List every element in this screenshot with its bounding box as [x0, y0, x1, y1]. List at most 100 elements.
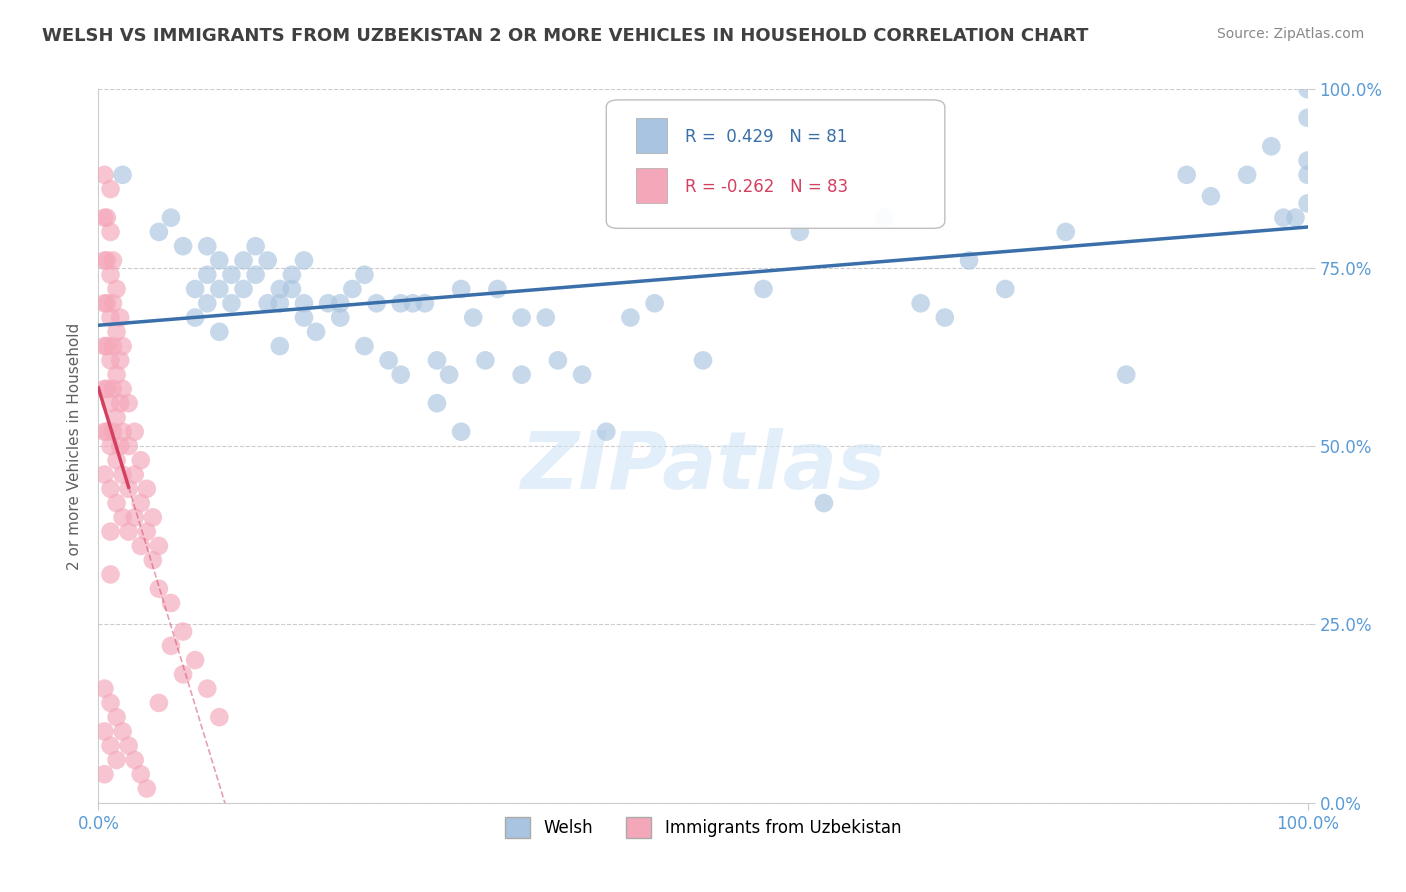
Point: [118, 482, 141, 496]
Point: [100, 739, 122, 753]
Point: [245, 268, 267, 282]
Point: [108, 353, 131, 368]
Point: [426, 396, 449, 410]
Point: [96, 382, 118, 396]
Point: [910, 296, 932, 310]
FancyBboxPatch shape: [606, 100, 945, 228]
Point: [353, 339, 375, 353]
Point: [413, 296, 436, 310]
Point: [160, 639, 183, 653]
Point: [124, 425, 146, 439]
Point: [93, 467, 115, 482]
Point: [93, 767, 115, 781]
Point: [111, 510, 134, 524]
Point: [281, 268, 304, 282]
Point: [100, 182, 122, 196]
Point: [450, 425, 472, 439]
Point: [100, 696, 122, 710]
Point: [232, 253, 254, 268]
Point: [1272, 211, 1295, 225]
Point: [184, 310, 207, 325]
Point: [329, 310, 352, 325]
Point: [111, 425, 134, 439]
Point: [172, 239, 194, 253]
Bar: [637, 118, 666, 153]
Point: [1296, 168, 1319, 182]
Point: [221, 268, 243, 282]
Point: [100, 482, 122, 496]
Point: [510, 310, 533, 325]
Point: [256, 296, 278, 310]
Text: R =  0.429   N = 81: R = 0.429 N = 81: [685, 128, 848, 146]
Point: [1296, 82, 1319, 96]
Point: [534, 310, 557, 325]
Point: [813, 496, 835, 510]
Point: [789, 225, 811, 239]
Point: [101, 253, 124, 268]
Point: [934, 310, 956, 325]
Point: [463, 310, 485, 325]
Point: [93, 253, 115, 268]
Point: [93, 724, 115, 739]
Point: [96, 425, 118, 439]
Point: [101, 382, 124, 396]
Point: [292, 310, 315, 325]
Point: [547, 353, 569, 368]
Point: [135, 482, 157, 496]
Point: [124, 753, 146, 767]
Point: [135, 524, 157, 539]
Point: [118, 739, 141, 753]
Point: [474, 353, 496, 368]
Point: [111, 382, 134, 396]
Point: [111, 467, 134, 482]
Point: [100, 353, 122, 368]
Point: [100, 310, 122, 325]
Point: [108, 396, 131, 410]
Point: [184, 653, 207, 667]
Point: [571, 368, 593, 382]
Point: [366, 296, 388, 310]
Text: ZIPatlas: ZIPatlas: [520, 428, 886, 507]
Point: [172, 667, 194, 681]
Point: [105, 753, 128, 767]
Legend: Welsh, Immigrants from Uzbekistan: Welsh, Immigrants from Uzbekistan: [498, 811, 908, 845]
Point: [148, 582, 170, 596]
Point: [96, 296, 118, 310]
Point: [510, 368, 533, 382]
Point: [148, 696, 170, 710]
Point: [195, 681, 218, 696]
Point: [105, 410, 128, 425]
Point: [269, 339, 291, 353]
Point: [1260, 139, 1282, 153]
Point: [111, 168, 134, 182]
Point: [96, 339, 118, 353]
Point: [105, 282, 128, 296]
Point: [1236, 168, 1258, 182]
Point: [100, 524, 122, 539]
Point: [101, 425, 124, 439]
Point: [93, 681, 115, 696]
Point: [437, 368, 460, 382]
Point: [105, 710, 128, 724]
Point: [342, 282, 364, 296]
Point: [644, 296, 666, 310]
Point: [1296, 153, 1319, 168]
Point: [873, 211, 896, 225]
Point: [129, 453, 152, 467]
Point: [96, 211, 118, 225]
Point: [402, 296, 425, 310]
Point: [93, 211, 115, 225]
Point: [96, 253, 118, 268]
Point: [281, 282, 304, 296]
Point: [269, 296, 291, 310]
Bar: [637, 168, 666, 203]
Point: [93, 296, 115, 310]
Point: [195, 239, 218, 253]
Point: [108, 439, 131, 453]
Point: [208, 253, 231, 268]
Point: [93, 425, 115, 439]
Point: [1199, 189, 1222, 203]
Point: [118, 439, 141, 453]
Point: [148, 225, 170, 239]
Point: [93, 339, 115, 353]
